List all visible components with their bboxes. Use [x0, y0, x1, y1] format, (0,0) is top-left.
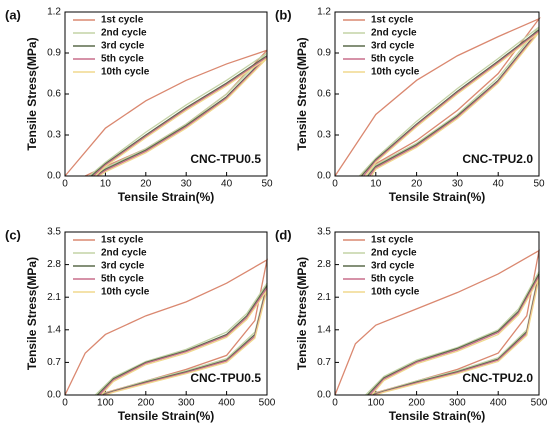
legend-label: 3rd cycle: [101, 261, 145, 272]
x-tick-label: 400: [218, 398, 235, 409]
x-tick-label: 50: [261, 179, 273, 190]
y-tick-label: 0.3: [47, 130, 61, 141]
x-axis-label: Tensile Strain(%): [118, 409, 214, 423]
legend-label: 2nd cycle: [371, 28, 417, 39]
plot-frame: [334, 231, 540, 396]
annotation: CNC-TPU2.0: [462, 152, 533, 166]
legend-label: 2nd cycle: [101, 248, 147, 259]
x-tick-label: 50: [533, 179, 545, 190]
y-tick-label: 0.7: [317, 357, 331, 368]
annotation: CNC-TPU0.5: [190, 371, 261, 385]
y-axis-label: Tensile Stress(MPa): [25, 37, 39, 150]
y-tick-label: 3.5: [47, 227, 61, 238]
annotation: CNC-TPU2.0: [462, 371, 533, 385]
y-tick-label: 2.1: [47, 292, 61, 303]
x-tick-label: 0: [332, 179, 338, 190]
y-tick-label: 0.0: [317, 171, 331, 182]
y-tick-label: 2.1: [317, 292, 331, 303]
y-tick-label: 0.3: [317, 130, 331, 141]
y-tick-label: 1.4: [317, 324, 331, 335]
annotation: CNC-TPU0.5: [190, 152, 261, 166]
legend-label: 2nd cycle: [101, 28, 147, 39]
x-tick-label: 0: [332, 398, 338, 409]
legend-label: 1st cycle: [101, 235, 144, 246]
x-tick-label: 300: [178, 398, 195, 409]
x-tick-label: 30: [452, 179, 464, 190]
x-tick-label: 300: [449, 398, 466, 409]
x-tick-label: 400: [490, 398, 507, 409]
x-tick-label: 0: [62, 398, 68, 409]
y-tick-label: 0.0: [317, 390, 331, 401]
plot-frame: [334, 11, 540, 177]
legend-label: 3rd cycle: [371, 261, 415, 272]
y-tick-label: 0.6: [317, 89, 331, 100]
x-axis-label: Tensile Strain(%): [118, 190, 214, 204]
x-tick-label: 100: [367, 398, 384, 409]
x-tick-label: 100: [97, 398, 114, 409]
legend-label: 3rd cycle: [101, 41, 145, 52]
x-tick-label: 200: [137, 398, 154, 409]
panel-label: (d): [275, 227, 292, 242]
x-axis-label: Tensile Strain(%): [389, 409, 485, 423]
y-axis-label: Tensile Stress(MPa): [295, 37, 309, 150]
y-tick-label: 0.9: [317, 48, 331, 59]
legend-label: 5th cycle: [371, 274, 414, 285]
legend-label: 3rd cycle: [371, 41, 415, 52]
legend-label: 10th cycle: [371, 67, 420, 78]
y-tick-label: 2.8: [317, 259, 331, 270]
legend-label: 2nd cycle: [371, 248, 417, 259]
x-tick-label: 40: [221, 179, 233, 190]
y-tick-label: 1.2: [47, 7, 61, 18]
legend-label: 1st cycle: [371, 15, 414, 26]
panel-label: (b): [275, 7, 292, 22]
y-tick-label: 0.0: [47, 171, 61, 182]
y-axis-label: Tensile Stress(MPa): [295, 257, 309, 370]
legend-label: 10th cycle: [371, 287, 420, 298]
y-tick-label: 1.2: [317, 7, 331, 18]
y-tick-label: 2.8: [47, 259, 61, 270]
y-tick-label: 3.5: [317, 227, 331, 238]
y-tick-label: 1.4: [47, 324, 61, 335]
x-tick-label: 200: [408, 398, 425, 409]
x-tick-label: 500: [531, 398, 548, 409]
legend-label: 5th cycle: [101, 274, 144, 285]
x-axis-label: Tensile Strain(%): [389, 190, 485, 204]
plot-frame: [64, 11, 268, 177]
x-tick-label: 40: [493, 179, 505, 190]
legend-label: 5th cycle: [371, 54, 414, 65]
legend-label: 1st cycle: [371, 235, 414, 246]
x-tick-label: 20: [411, 179, 423, 190]
y-tick-label: 0.7: [47, 357, 61, 368]
y-tick-label: 0.6: [47, 89, 61, 100]
x-tick-label: 30: [181, 179, 193, 190]
x-tick-label: 0: [62, 179, 68, 190]
legend-label: 5th cycle: [101, 54, 144, 65]
y-axis-label: Tensile Stress(MPa): [25, 257, 39, 370]
x-tick-label: 20: [140, 179, 152, 190]
x-tick-label: 500: [259, 398, 276, 409]
legend-label: 10th cycle: [101, 287, 150, 298]
legend-label: 1st cycle: [101, 15, 144, 26]
x-tick-label: 10: [370, 179, 382, 190]
panel-label: (c): [5, 227, 21, 242]
x-tick-label: 10: [100, 179, 112, 190]
y-tick-label: 0.0: [47, 390, 61, 401]
legend-label: 10th cycle: [101, 67, 150, 78]
plot-frame: [64, 231, 268, 396]
y-tick-label: 0.9: [47, 48, 61, 59]
panel-label: (a): [5, 7, 21, 22]
